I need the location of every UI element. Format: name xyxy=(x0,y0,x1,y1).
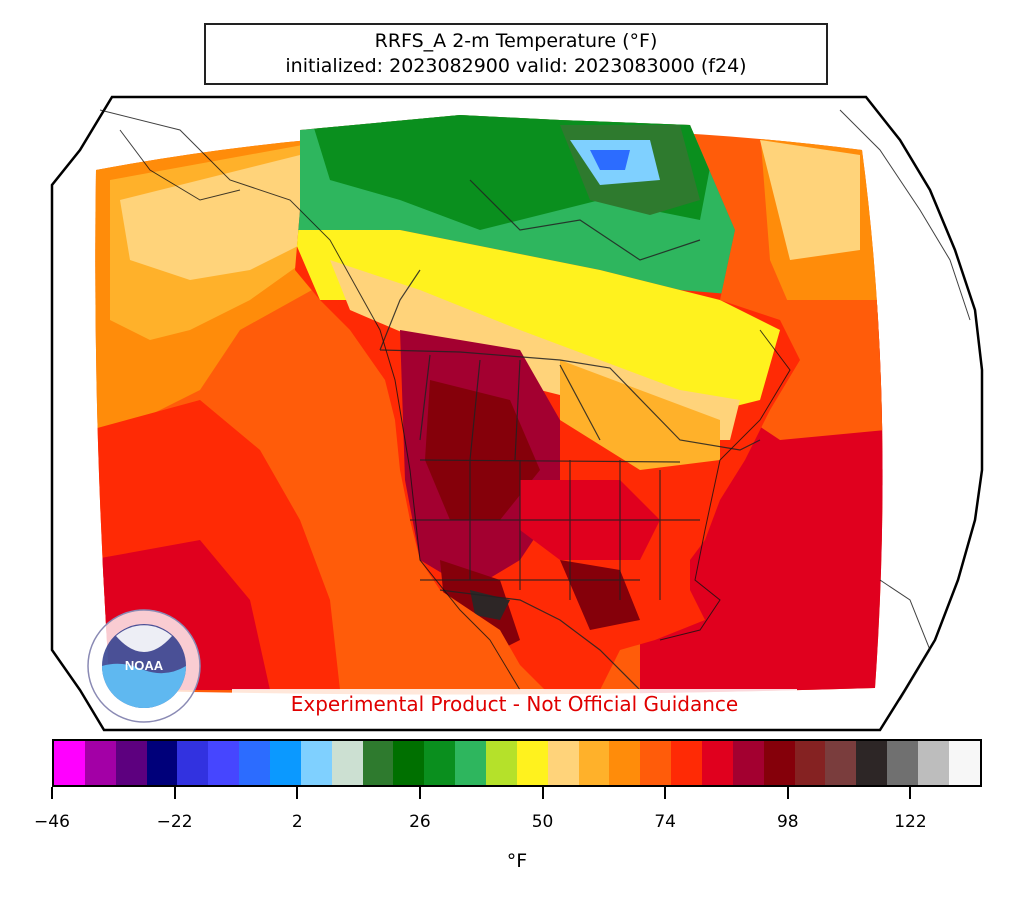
colorbar-segment xyxy=(146,741,178,785)
colorbar-segment xyxy=(887,741,919,785)
colorbar-segment xyxy=(640,741,672,785)
colorbar-segment xyxy=(794,741,826,785)
colorbar-segment xyxy=(424,741,456,785)
colorbar-segment xyxy=(393,741,425,785)
colorbar-segment xyxy=(54,741,85,785)
colorbar-tick xyxy=(786,787,789,799)
map-title-line2: initialized: 2023082900 valid: 202308300… xyxy=(285,55,747,77)
colorbar-tick xyxy=(664,787,667,799)
boundaries xyxy=(379,179,761,691)
map-title-box: RRFS_A 2-m Temperature (°F) initialized:… xyxy=(204,23,828,85)
colorbar-segment xyxy=(486,741,517,785)
colorbar-segment xyxy=(362,741,394,785)
colorbar-tick-label: 2 xyxy=(291,812,303,832)
colorbar-segment xyxy=(455,741,487,785)
disclaimer-text: Experimental Product - Not Official Guid… xyxy=(232,689,797,719)
colorbar-segment xyxy=(331,741,363,785)
colorbar-segment xyxy=(115,741,147,785)
colorbar-segment xyxy=(948,741,980,785)
colorbar-tick-label: −46 xyxy=(34,812,70,832)
colorbar-tick-label: 122 xyxy=(894,812,927,832)
noaa-logo-text: NOAA xyxy=(125,658,164,673)
colorbar-segment xyxy=(239,741,271,785)
colorbar-tick-label: 26 xyxy=(409,812,431,832)
colorbar-segment xyxy=(300,741,332,785)
map-title-line1: RRFS_A 2-m Temperature (°F) xyxy=(374,30,658,52)
colorbar-tick xyxy=(909,787,912,799)
colorbar-segment xyxy=(177,741,209,785)
colorbar-segment xyxy=(516,741,548,785)
colorbar-unit-label: °F xyxy=(506,850,528,872)
colorbar-segment xyxy=(918,741,949,785)
colorbar-tick xyxy=(541,787,544,799)
colorbar-tick xyxy=(418,787,421,799)
colorbar xyxy=(52,739,982,787)
colorbar-segment xyxy=(671,741,703,785)
colorbar-segment xyxy=(732,741,764,785)
colorbar-segment xyxy=(856,741,888,785)
colorbar-tick-label: −22 xyxy=(156,812,193,832)
colorbar-tick xyxy=(296,787,299,799)
colorbar-tick xyxy=(173,787,176,799)
colorbar-segment xyxy=(578,741,610,785)
colorbar-tick-label: 50 xyxy=(531,812,554,832)
colorbar-segment xyxy=(270,741,301,785)
colorbar-segment xyxy=(547,741,579,785)
colorbar-segment xyxy=(609,741,641,785)
coastlines xyxy=(99,109,971,701)
noaa-logo: NOAA xyxy=(87,609,201,723)
colorbar-segment xyxy=(84,741,116,785)
colorbar-segment xyxy=(208,741,240,785)
colorbar-tick xyxy=(51,787,53,799)
colorbar-tick-label: 98 xyxy=(776,812,799,832)
colorbar-segment xyxy=(825,741,857,785)
colorbar-tick-label: 74 xyxy=(654,812,676,832)
colorbar-segment xyxy=(763,741,795,785)
colorbar-segment xyxy=(702,741,733,785)
